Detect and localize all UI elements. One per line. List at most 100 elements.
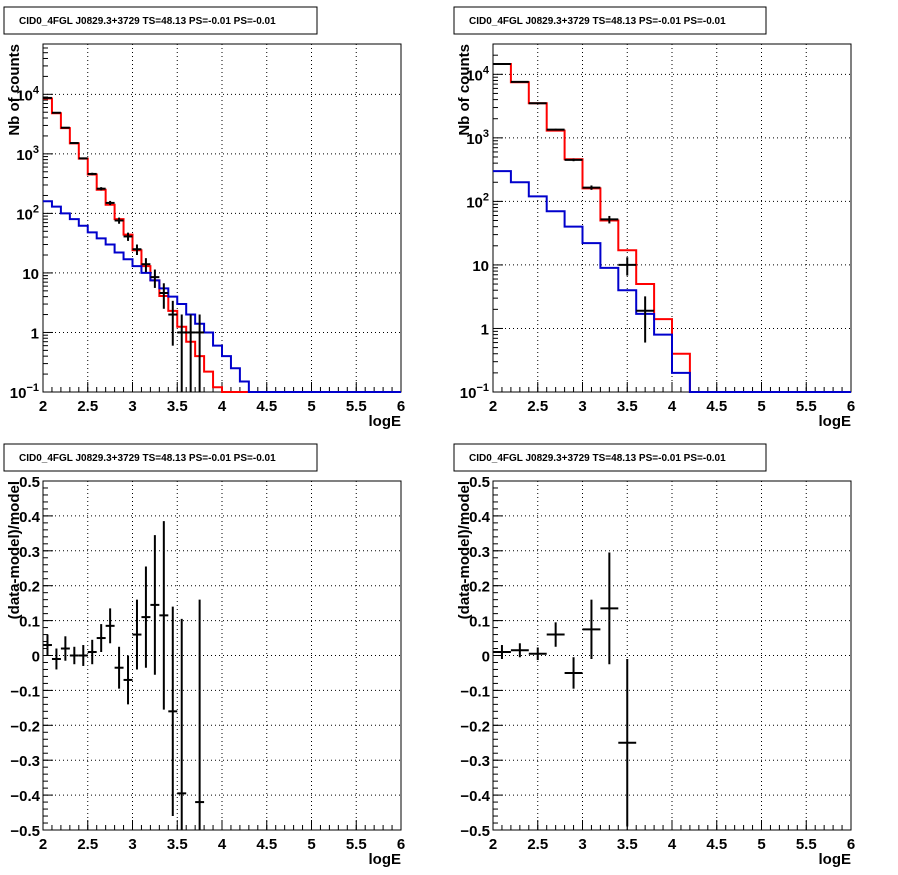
y-tick-base: 10 [466, 194, 483, 211]
y-tick-exponent: 4 [33, 84, 40, 96]
x-tick-label: 3.5 [617, 398, 638, 415]
x-tick-label: 2.5 [527, 398, 548, 415]
y-tick-exponent: −1 [476, 382, 489, 394]
y-tick-label: 0.3 [19, 544, 40, 561]
y-tick-label: 0.2 [19, 579, 40, 596]
x-tick-label: 4 [218, 398, 227, 415]
y-tick-base: 10 [10, 385, 27, 402]
y-tick-label: 0.5 [19, 474, 40, 491]
y-tick-label: −0.1 [10, 683, 40, 700]
chart-title-box [3, 6, 318, 35]
y-tick-label: 10 [472, 258, 489, 275]
y-tick-label: −0.5 [10, 823, 40, 840]
data-point [510, 643, 529, 658]
data-point [159, 521, 169, 710]
y-tick-label: 104 [466, 64, 490, 84]
y-tick-exponent: 2 [33, 203, 39, 215]
y-tick-label: 0 [32, 649, 40, 666]
data-point [528, 647, 547, 661]
y-tick-base: 10 [22, 266, 39, 283]
y-tick-label: 103 [16, 144, 39, 164]
data-point [564, 657, 583, 689]
plot-frame [492, 480, 852, 831]
chart-panel-bottom-right: CID0_4FGL J0829.3+3729 TS=48.13 PS=-0.01… [453, 443, 855, 868]
data-point [168, 606, 178, 817]
data-point [123, 232, 133, 241]
data-point [132, 599, 142, 670]
y-axis-title: Nb of counts [6, 44, 23, 136]
x-axis-title: logE [369, 413, 402, 430]
x-tick-label: 4 [668, 398, 677, 415]
chart-title-box [3, 443, 318, 472]
x-tick-label: 2 [489, 836, 497, 853]
x-tick-label: 5.5 [346, 398, 367, 415]
data-point [150, 535, 160, 675]
y-tick-base: 1 [31, 325, 39, 342]
y-tick-label: −0.3 [10, 753, 40, 770]
chart-title: CID0_4FGL J0829.3+3729 TS=48.13 PS=-0.01… [19, 453, 276, 464]
x-tick-label: 5.5 [796, 836, 817, 853]
data-point [60, 126, 70, 129]
data-point [78, 645, 88, 666]
x-tick-label: 4 [668, 836, 677, 853]
data-point [69, 646, 79, 665]
x-tick-label: 5 [757, 836, 765, 853]
y-tick-label: 104 [16, 84, 40, 104]
data-point [150, 269, 160, 288]
data-point [69, 142, 79, 145]
data-point [141, 258, 151, 273]
data-point [78, 157, 88, 160]
y-tick-label: 103 [466, 128, 489, 148]
y-tick-label: 0.2 [469, 579, 490, 596]
data-point [51, 648, 61, 670]
data-point [96, 187, 106, 191]
x-tick-label: 6 [847, 398, 855, 415]
y-tick-label: 0.4 [469, 509, 491, 526]
x-tick-label: 4.5 [706, 836, 727, 853]
x-tick-label: 3 [578, 398, 586, 415]
data-point [51, 111, 61, 114]
histogram-background [493, 170, 851, 393]
data-point [582, 599, 601, 659]
y-tick-label: 0.1 [469, 614, 490, 631]
data-point [96, 624, 106, 653]
y-tick-base: 10 [466, 131, 483, 148]
data-point [87, 172, 97, 176]
y-tick-exponent: 3 [483, 128, 489, 140]
x-tick-label: 6 [397, 836, 405, 853]
x-tick-label: 4.5 [256, 836, 277, 853]
x-tick-label: 2 [489, 398, 497, 415]
x-tick-label: 3 [578, 836, 586, 853]
data-point [564, 158, 583, 162]
data-point [546, 128, 565, 131]
x-tick-label: 2.5 [527, 836, 548, 853]
y-tick-label: −0.4 [10, 788, 40, 805]
data-point [43, 96, 52, 99]
data-point [43, 634, 52, 656]
y-tick-exponent: 3 [33, 144, 39, 156]
y-tick-exponent: −1 [26, 382, 39, 394]
x-tick-label: 5.5 [796, 398, 817, 415]
data-point [105, 200, 115, 206]
y-axis-title: (data-model)/model [6, 481, 23, 619]
data-point [105, 608, 115, 644]
x-axis-title: logE [819, 413, 852, 430]
x-tick-label: 2 [39, 836, 47, 853]
y-tick-base: 10 [460, 385, 477, 402]
histogram-background [43, 200, 401, 393]
y-tick-label: 102 [466, 191, 489, 211]
data-point [123, 655, 133, 705]
y-tick-label: 0.3 [469, 544, 490, 561]
y-tick-base: 10 [16, 87, 33, 104]
y-tick-base: 10 [16, 147, 33, 164]
x-tick-label: 3.5 [617, 836, 638, 853]
y-tick-base: 10 [16, 206, 33, 223]
x-tick-label: 4.5 [706, 398, 727, 415]
x-axis-title: logE [369, 851, 402, 868]
y-tick-label: 1 [481, 321, 489, 338]
x-tick-label: 2.5 [77, 836, 98, 853]
x-tick-label: 5 [307, 398, 315, 415]
y-tick-label: 0 [482, 649, 490, 666]
x-tick-label: 5 [307, 836, 315, 853]
data-point [636, 296, 655, 343]
